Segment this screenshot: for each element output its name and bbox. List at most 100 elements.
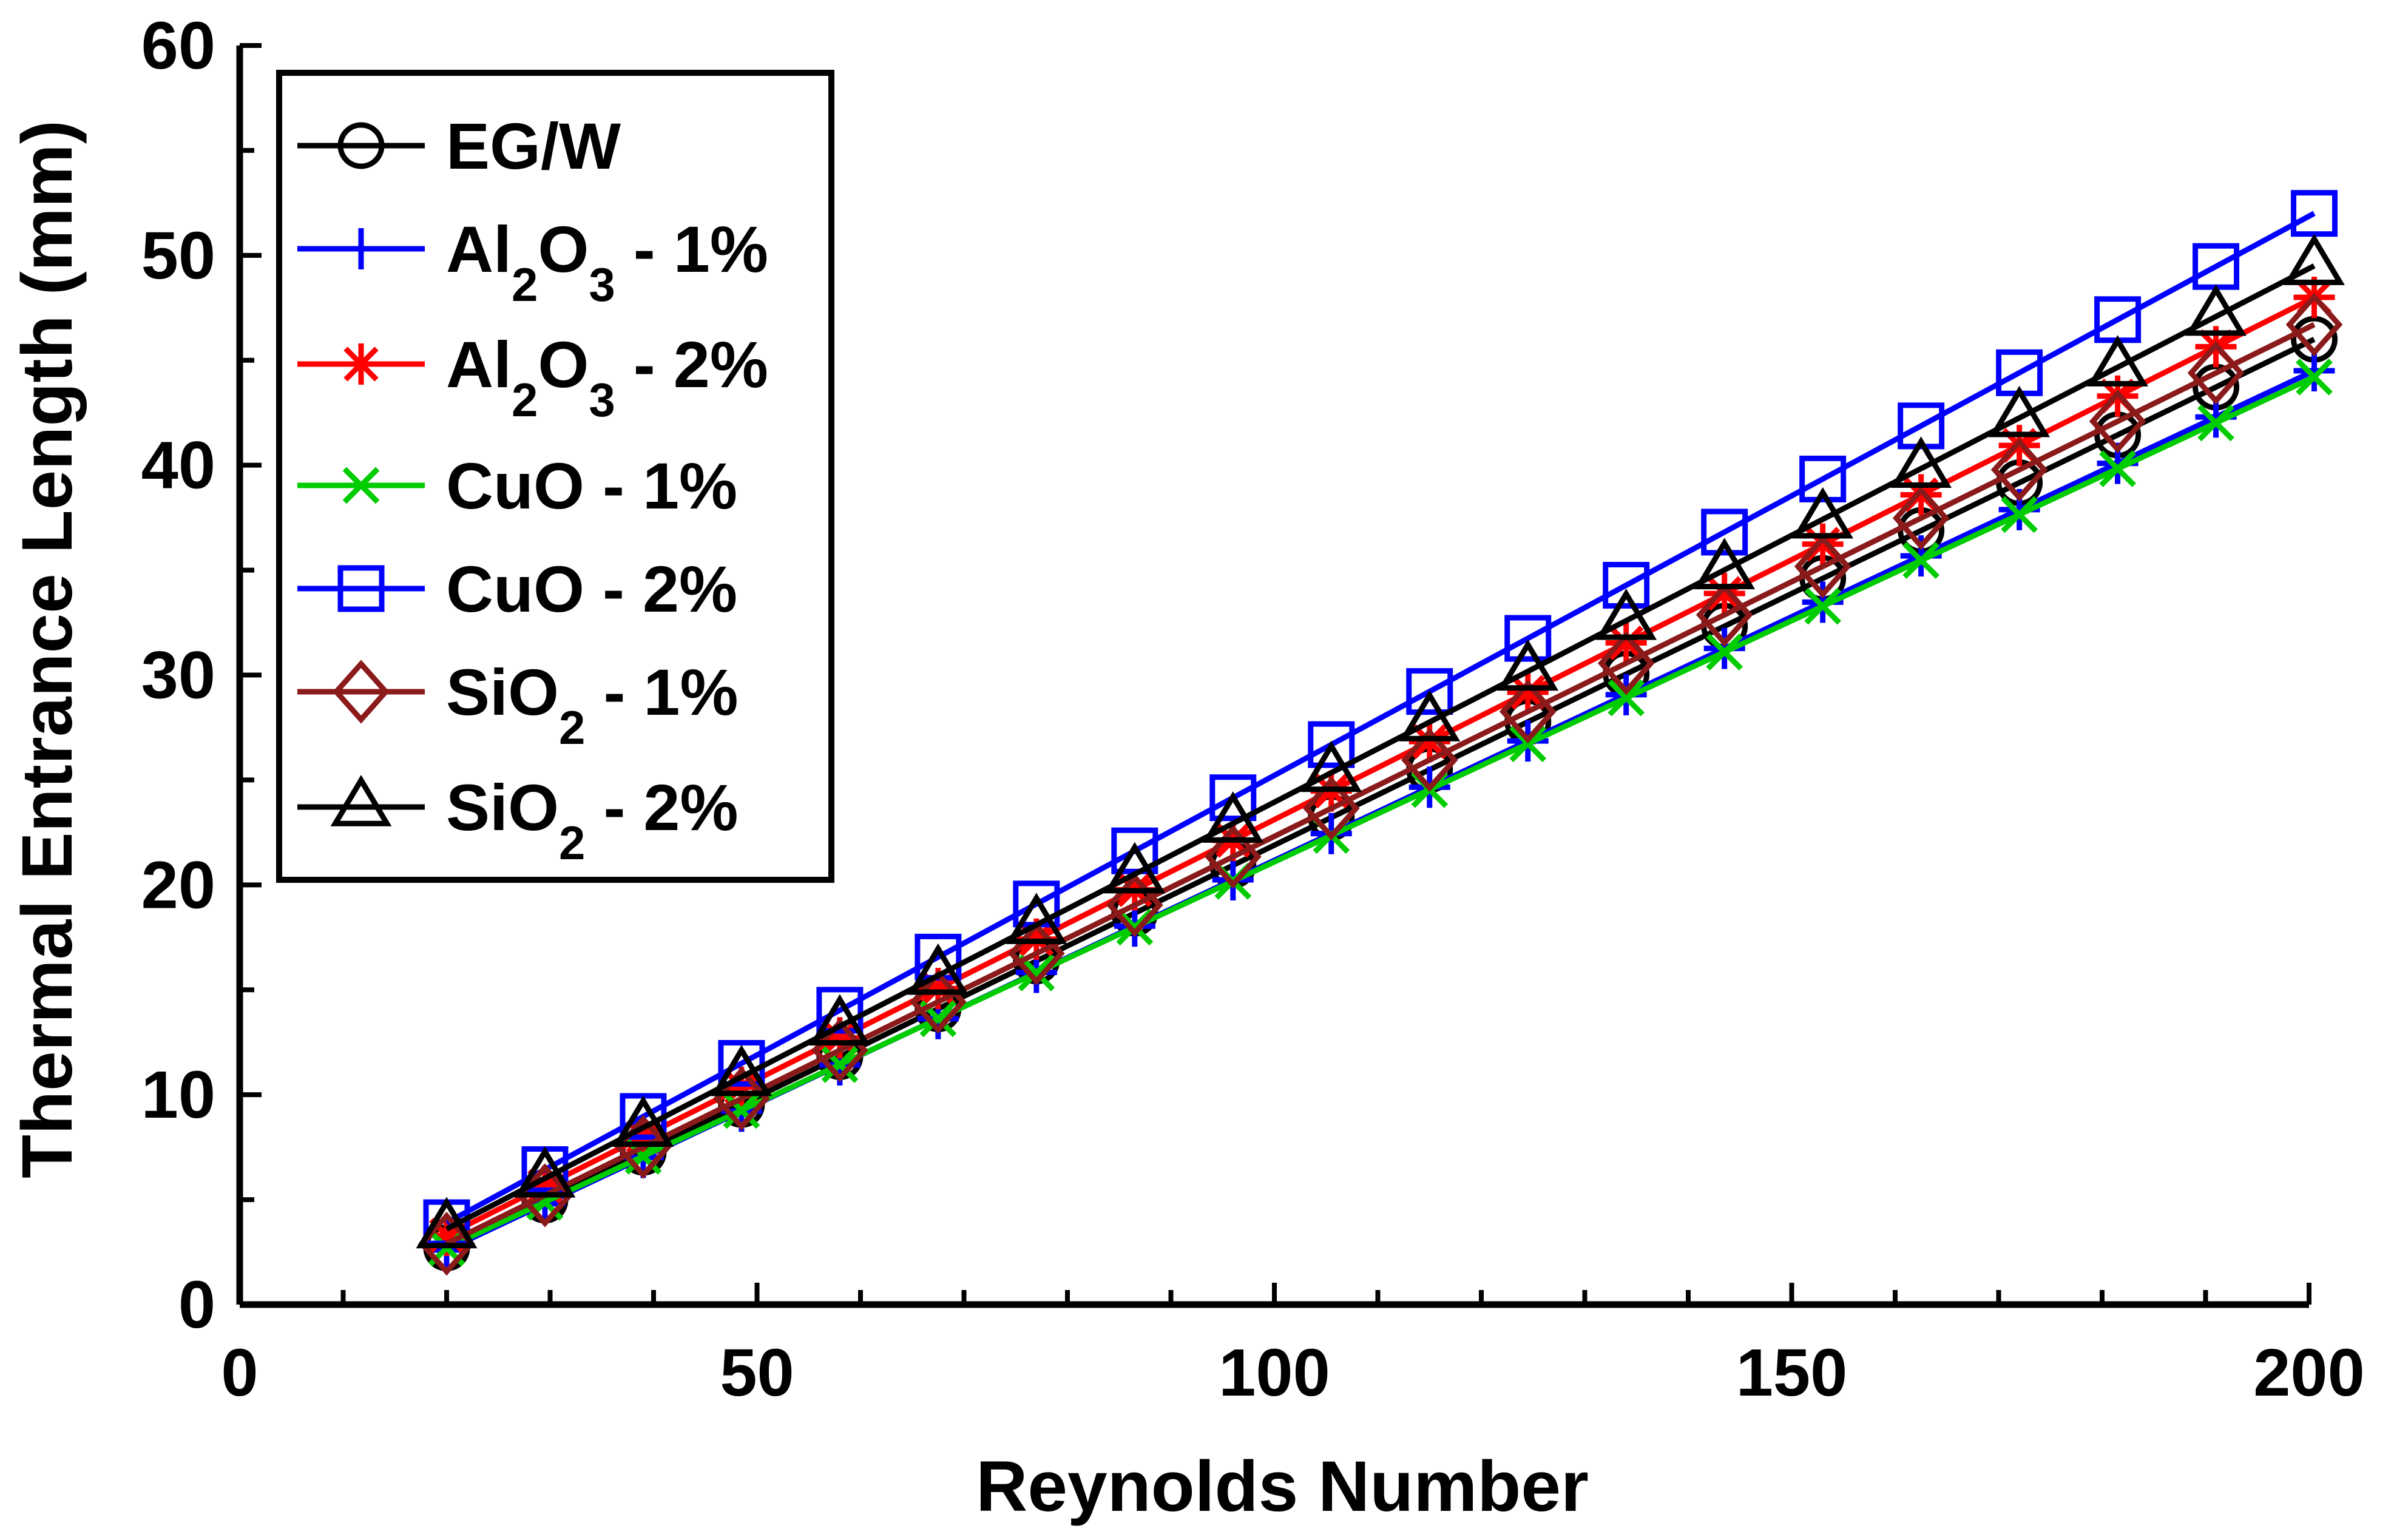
data-point [1694,538,1756,590]
legend-entry-2: Al2O3 - 2% [297,328,768,427]
data-point [416,1197,478,1249]
legend-label-subscript: 3 [589,258,615,311]
legend-label-base: SiO [446,771,559,844]
legend-label-subscript: 2 [559,701,585,754]
data-point [1106,873,1163,937]
data-point [1802,523,1844,565]
data-point [723,1092,760,1129]
legend-label: SiO2 - 1% [446,655,739,754]
plot-area [416,190,2345,1276]
data-point [1595,588,1657,640]
data-point [514,1146,576,1198]
data-point [1794,534,1851,599]
data-point [1990,437,2048,502]
legend-entry-0: EG/W [297,109,621,183]
legend-label-mid: O [538,328,589,401]
data-point [2187,341,2245,405]
data-point [2087,335,2148,387]
y-tick-label: 40 [141,428,215,503]
legend-label: EG/W [446,109,621,183]
legend-marker-triangle [330,775,392,826]
data-point [1701,508,1748,556]
legend-label-suffix: - 1% [584,449,737,522]
legend-marker-x [342,467,380,504]
data-point [1504,615,1552,662]
legend-marker-circle [337,122,385,169]
y-tick-label: 10 [141,1058,215,1132]
series-line [445,263,2316,1232]
data-point [819,1017,861,1059]
legend-marker-asterisk [340,343,382,385]
legend-entry-5: SiO2 - 1% [297,655,739,754]
legend-label-subscript: 2 [559,816,585,870]
data-point [1703,573,1745,615]
legend-label-suffix: - 1% [615,212,768,286]
data-point [1408,721,1450,763]
y-tick-label: 30 [141,638,215,713]
legend-marker-diamond [333,660,390,724]
data-point [1792,487,1854,539]
data-point [2099,450,2136,487]
series-line [445,374,2316,1251]
data-point [720,1066,762,1108]
legend-label-subscript: 2 [512,258,538,311]
legend-label: CuO - 1% [446,449,737,522]
x-tick-label: 0 [221,1336,258,1410]
data-point [1204,825,1262,889]
data-point [1900,474,1942,516]
data-point [711,1044,773,1096]
legend-label-suffix: - 2% [615,328,768,401]
data-point [426,1214,467,1256]
data-point [1509,725,1547,763]
legend-label-suffix: - 2% [585,771,738,844]
legend-label-subscript: 2 [512,373,538,427]
data-point [2185,284,2247,336]
series-6 [416,234,2345,1249]
legend-marker-square [337,565,385,612]
legend-label: SiO2 - 2% [446,771,739,870]
data-point [1104,842,1166,894]
legend-label-base: SiO [446,655,559,729]
data-point [1696,583,1753,647]
data-point [1008,921,1065,986]
data-point [907,943,969,995]
data-point [1300,740,1362,792]
legend-label: CuO - 2% [446,552,737,626]
data-point [1302,776,1360,840]
series-4 [423,190,2338,1246]
data-point [2284,234,2345,285]
legend-label-base: EG/W [446,109,621,183]
data-point [1902,542,1940,579]
data-point [1608,679,1645,717]
data-point [917,968,959,1010]
data-point [2293,350,2335,392]
data-point [2197,404,2234,442]
legend-entry-1: Al2O3 - 1% [297,212,768,311]
data-point [2001,496,2038,533]
legend-entry-6: SiO2 - 2% [297,771,739,870]
data-point [1890,436,1952,488]
data-point [1605,622,1647,664]
y-axis-label: Thermal Entrance Length (mm) [7,120,87,1178]
legend-label-base: Al [446,328,512,401]
data-point [1406,668,1453,715]
x-tick-label: 50 [720,1336,794,1410]
data-point [1399,690,1461,741]
legend-label: Al2O3 - 1% [446,212,768,311]
data-point [1706,633,1743,671]
data-point [1804,587,1842,625]
x-tick-label: 200 [2253,1336,2365,1410]
legend-label-base: CuO [446,552,584,626]
data-point [612,1095,674,1147]
legend-label-subscript: 3 [589,373,615,427]
data-point [1401,728,1458,792]
legend-label-suffix: - 2% [584,552,737,626]
legend-marker-plus [340,228,382,269]
y-tick-label: 20 [141,848,215,922]
data-point [524,1165,566,1207]
data-point [1209,774,1257,822]
data-point [713,1066,770,1131]
data-point [2089,389,2146,454]
